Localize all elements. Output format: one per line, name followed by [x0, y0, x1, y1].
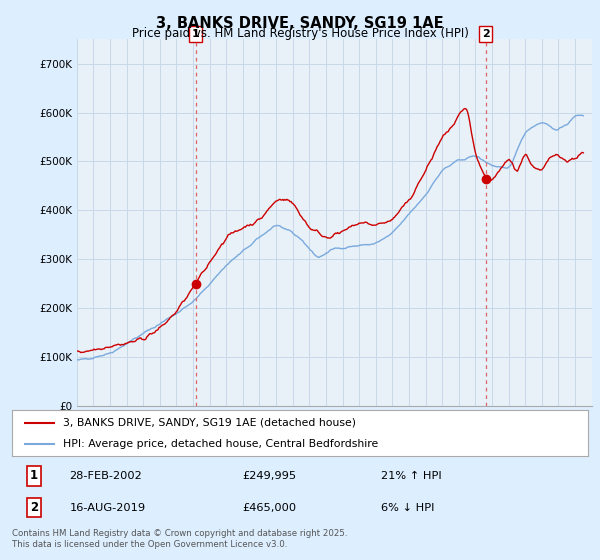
Text: Contains HM Land Registry data © Crown copyright and database right 2025.
This d: Contains HM Land Registry data © Crown c… — [12, 529, 347, 549]
Text: 1: 1 — [191, 29, 199, 39]
Text: 3, BANKS DRIVE, SANDY, SG19 1AE (detached house): 3, BANKS DRIVE, SANDY, SG19 1AE (detache… — [62, 418, 356, 428]
Text: 21% ↑ HPI: 21% ↑ HPI — [380, 471, 442, 481]
Text: 16-AUG-2019: 16-AUG-2019 — [70, 502, 146, 512]
Text: 28-FEB-2002: 28-FEB-2002 — [70, 471, 142, 481]
Text: 2: 2 — [30, 501, 38, 514]
Text: HPI: Average price, detached house, Central Bedfordshire: HPI: Average price, detached house, Cent… — [62, 439, 378, 449]
Text: 2: 2 — [482, 29, 490, 39]
Text: 1: 1 — [30, 469, 38, 482]
Text: £465,000: £465,000 — [242, 502, 296, 512]
Text: 6% ↓ HPI: 6% ↓ HPI — [380, 502, 434, 512]
Text: £249,995: £249,995 — [242, 471, 296, 481]
Text: Price paid vs. HM Land Registry's House Price Index (HPI): Price paid vs. HM Land Registry's House … — [131, 27, 469, 40]
Text: 3, BANKS DRIVE, SANDY, SG19 1AE: 3, BANKS DRIVE, SANDY, SG19 1AE — [156, 16, 444, 31]
